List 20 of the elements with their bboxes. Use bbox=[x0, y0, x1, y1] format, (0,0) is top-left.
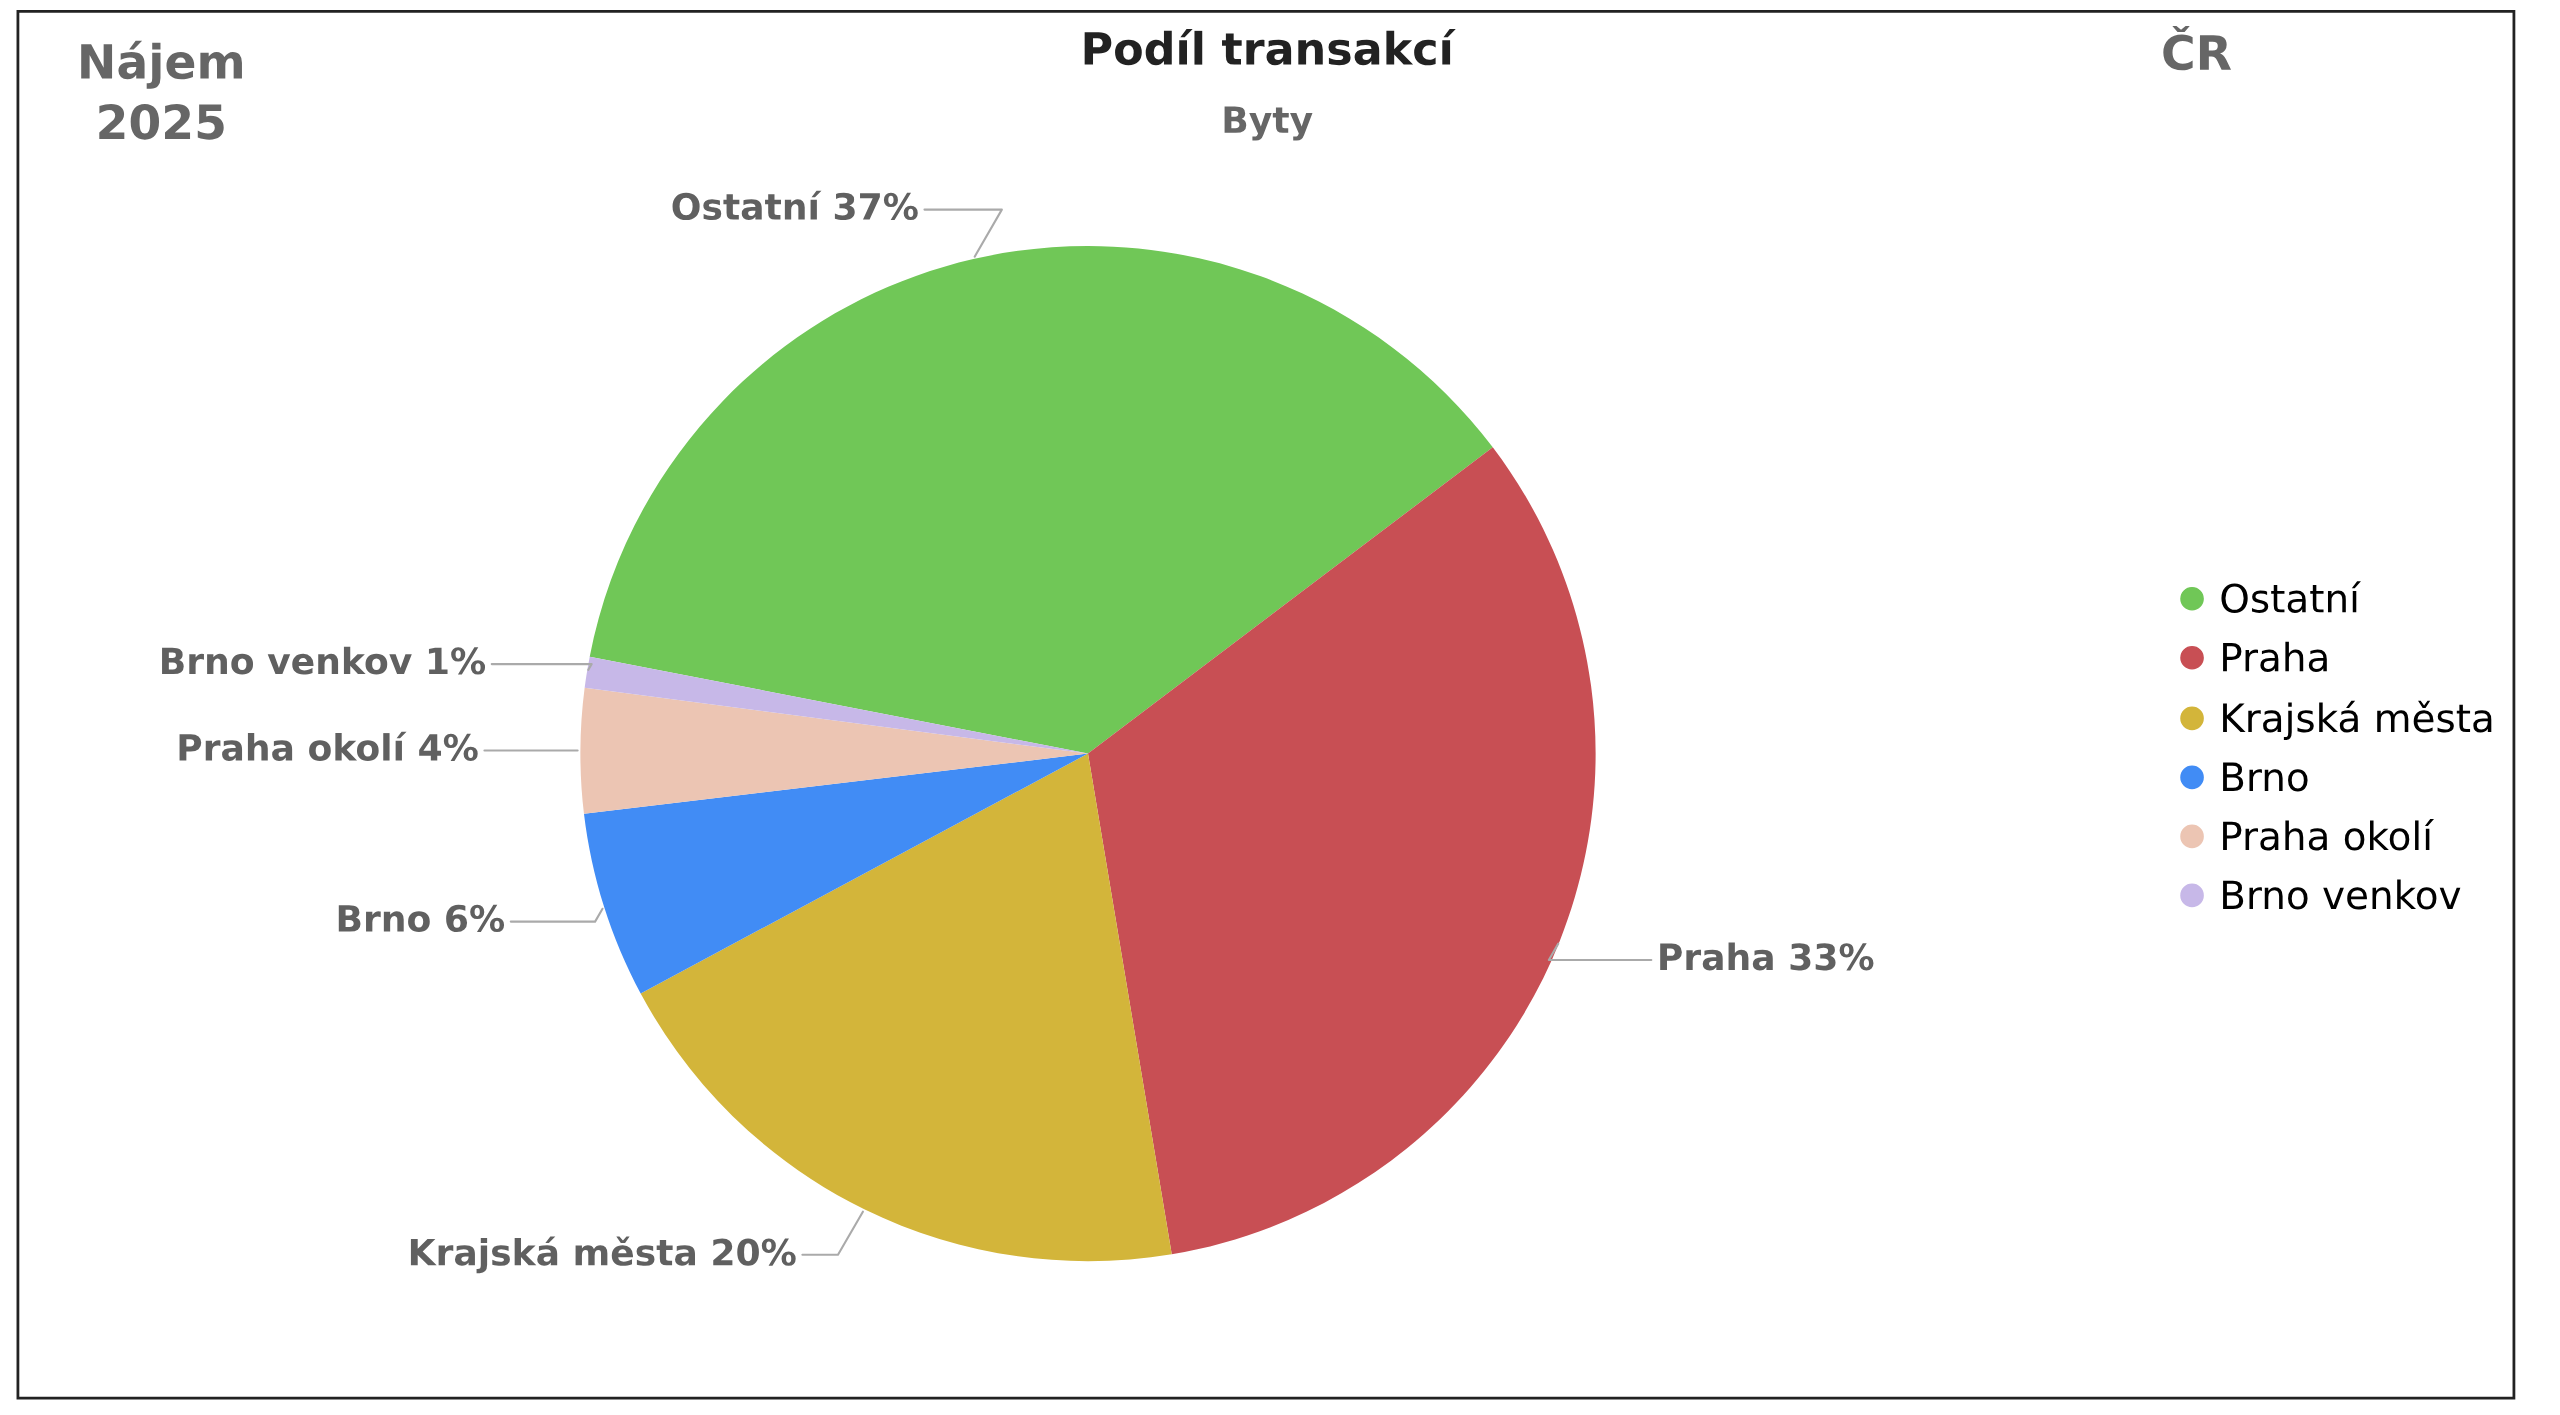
text: Nájem 2025 bbox=[81, 40, 242, 140]
category-label: Ostatní 37% bbox=[672, 190, 918, 221]
legend-label: Praha okolí bbox=[2223, 818, 2435, 851]
legend-label: Brno venkov bbox=[2223, 879, 2461, 910]
category-label: Brno venkov 1% bbox=[162, 646, 486, 675]
text: ČR bbox=[2163, 25, 2232, 71]
pie-slice bbox=[580, 687, 1088, 814]
legend-label: Krajská města bbox=[2223, 700, 2492, 741]
category-label: Praha okolí 4% bbox=[179, 731, 478, 762]
pie-slice bbox=[589, 245, 1493, 754]
category-label: Krajská města 20% bbox=[410, 1236, 796, 1274]
legend-label: Praha bbox=[2223, 641, 2327, 672]
chart-subtitle: Byty bbox=[1224, 106, 1313, 141]
category-label: Praha 33% bbox=[1660, 942, 1874, 971]
pie-slice bbox=[583, 753, 1088, 994]
legend-label: Ostatní bbox=[2221, 581, 2361, 613]
legend-label: Brno bbox=[2223, 762, 2308, 792]
pie-slice bbox=[1088, 447, 1596, 1255]
chart-title: Podíl transakcí bbox=[1084, 29, 1456, 66]
category-label: Brno 6% bbox=[338, 904, 505, 933]
